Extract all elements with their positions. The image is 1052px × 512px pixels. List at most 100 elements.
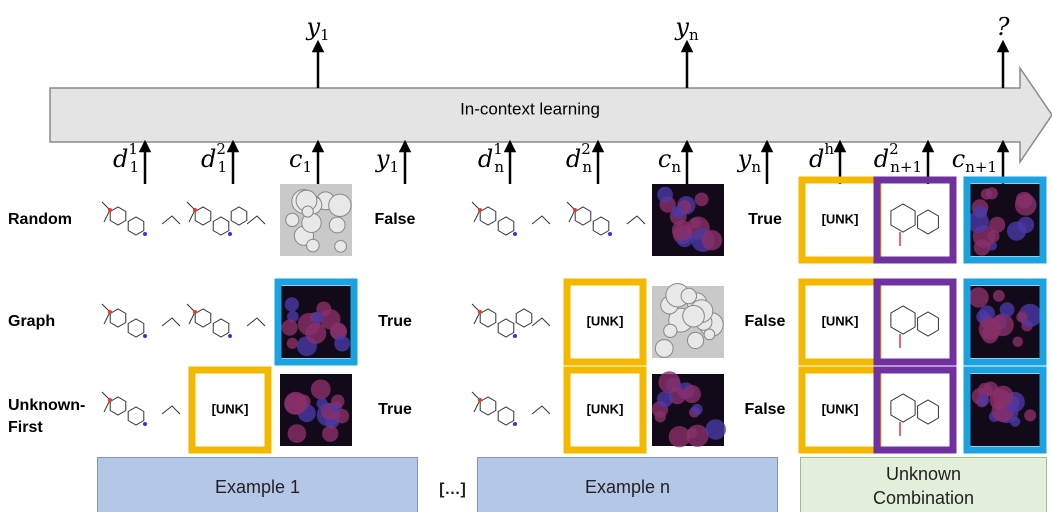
bond — [471, 201, 481, 223]
unk-label: [UNK] — [587, 313, 624, 328]
bond — [531, 215, 551, 225]
cell — [701, 229, 723, 251]
cell-frame — [963, 366, 1047, 454]
atom — [143, 422, 147, 426]
atom — [143, 334, 147, 338]
symbol: ? — [997, 13, 1010, 41]
molecule — [471, 201, 551, 236]
math-label: c1 — [289, 145, 312, 177]
molecule-frame — [873, 278, 957, 366]
math-label: y1 — [305, 13, 329, 45]
bond — [246, 317, 266, 327]
symbol: y — [674, 13, 689, 41]
ring — [212, 318, 230, 338]
symbol: y — [375, 145, 390, 173]
banner: In-context learning — [460, 99, 600, 118]
ring — [479, 308, 497, 328]
cell — [691, 403, 703, 416]
symbol: d — [478, 145, 493, 173]
cell-image — [280, 184, 352, 256]
cell — [311, 311, 324, 324]
atom — [513, 232, 517, 236]
ring — [497, 318, 515, 338]
ring — [890, 393, 916, 423]
ring — [109, 308, 127, 328]
atom — [478, 398, 482, 402]
cell — [305, 322, 327, 344]
unk-frame — [188, 366, 272, 454]
cell — [658, 371, 681, 394]
molecule — [186, 201, 266, 236]
bond — [186, 201, 196, 223]
math-label: dh — [809, 140, 834, 173]
atom — [573, 208, 577, 212]
row-label-line: First — [8, 419, 43, 436]
example-box: Example 1 — [97, 457, 418, 512]
ring — [109, 396, 127, 416]
math-label: yn — [674, 13, 699, 45]
bond — [531, 317, 551, 327]
cell — [284, 297, 299, 312]
symbol: d — [566, 145, 581, 173]
answer: False — [745, 313, 786, 330]
bond — [161, 405, 181, 415]
cell — [334, 335, 351, 352]
atom — [193, 208, 197, 212]
cell — [316, 397, 328, 410]
math-label: d1 n — [478, 140, 504, 176]
superscript: 1 — [128, 140, 138, 158]
cell — [1016, 311, 1028, 323]
query-molecule — [890, 203, 939, 246]
cell — [987, 230, 1000, 243]
cell — [968, 287, 989, 308]
bond — [246, 215, 266, 225]
cell — [671, 205, 685, 219]
cell — [977, 394, 990, 407]
cell-image — [968, 286, 1042, 358]
superscript: 2 — [889, 140, 899, 158]
cell — [654, 411, 666, 423]
molecule — [101, 391, 181, 426]
cell — [328, 216, 346, 234]
molecule — [471, 391, 551, 426]
cell — [977, 382, 993, 398]
bond — [161, 317, 181, 327]
ring — [479, 206, 497, 226]
superscript: 2 — [581, 140, 591, 158]
cell-image — [969, 374, 1041, 446]
subscript: n — [689, 26, 699, 44]
cell — [286, 337, 298, 349]
cell-frame — [963, 176, 1047, 264]
subscript: 1 — [217, 158, 227, 176]
unknown-box: Unknown Combination — [800, 457, 1047, 512]
ring — [917, 311, 939, 337]
subscript: n — [751, 158, 761, 176]
atom — [108, 398, 112, 402]
symbol: c — [952, 145, 965, 173]
math-label: cn — [658, 145, 681, 177]
molecule-frame — [873, 366, 957, 454]
cell — [281, 319, 298, 336]
atom — [513, 334, 517, 338]
atom — [478, 208, 482, 212]
symbol: y — [305, 13, 320, 41]
subscript: 1 — [389, 158, 399, 176]
cell-image — [280, 286, 352, 358]
superscript: h — [824, 140, 834, 158]
cell — [1024, 409, 1037, 422]
cell — [680, 287, 698, 305]
cell — [334, 239, 347, 253]
cell — [703, 328, 716, 341]
row-label-line: Unknown- — [8, 397, 85, 414]
ring — [917, 399, 939, 425]
unk-frame — [563, 366, 647, 454]
cell — [690, 217, 702, 229]
cell — [989, 216, 1006, 233]
cell — [328, 193, 352, 218]
molecule — [186, 303, 266, 338]
ring — [479, 396, 497, 416]
ring — [497, 216, 515, 236]
cell — [992, 385, 1014, 407]
